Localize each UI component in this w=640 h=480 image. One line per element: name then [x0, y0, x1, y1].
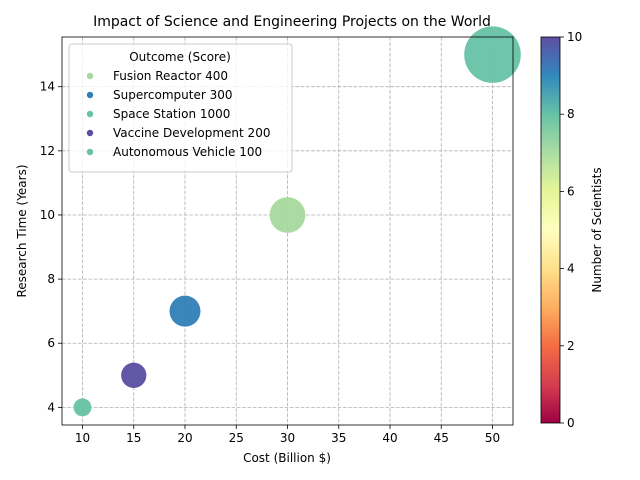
- data-point: [121, 362, 147, 388]
- y-tick-label: 10: [40, 208, 55, 222]
- legend-marker: [86, 129, 94, 137]
- colorbar: 0 2 4 6 8 10 Number of Scientists: [540, 30, 604, 430]
- x-tick-label: 10: [75, 431, 90, 445]
- x-tick-label: 35: [331, 431, 346, 445]
- legend-entry-label: Vaccine Development 200: [113, 126, 270, 140]
- legend: Outcome (Score) Fusion Reactor 400 Superc…: [68, 43, 293, 173]
- x-tick-label: 30: [280, 431, 295, 445]
- x-tick-label: 45: [434, 431, 449, 445]
- legend-entry-label: Supercomputer 300: [113, 88, 232, 102]
- x-tick-label: 20: [177, 431, 192, 445]
- legend-title: Outcome (Score): [129, 50, 231, 64]
- y-tick-label: 12: [40, 144, 55, 158]
- data-point: [464, 26, 521, 83]
- legend-entry-label: Fusion Reactor 400: [113, 69, 228, 83]
- x-ticks: 10 15 20 25 30 35 40 45 50: [75, 425, 500, 445]
- legend-entry-label: Autonomous Vehicle 100: [113, 145, 262, 159]
- colorbar-tick-label: 2: [567, 339, 575, 353]
- data-point: [169, 295, 201, 327]
- x-tick-label: 50: [485, 431, 500, 445]
- y-tick-label: 4: [47, 400, 55, 414]
- y-axis-label: Research Time (Years): [15, 164, 29, 297]
- data-point: [269, 197, 306, 233]
- colorbar-tick-label: 8: [567, 107, 575, 121]
- colorbar-tick-label: 0: [567, 416, 575, 430]
- y-tick-label: 14: [40, 80, 55, 94]
- legend-marker: [86, 148, 94, 156]
- data-points: [73, 26, 521, 417]
- legend-box: [68, 43, 293, 173]
- y-tick-label: 6: [47, 336, 55, 350]
- colorbar-label: Number of Scientists: [590, 167, 604, 292]
- x-tick-label: 25: [229, 431, 244, 445]
- y-tick-label: 8: [47, 272, 55, 286]
- x-tick-label: 40: [382, 431, 397, 445]
- colorbar-tick-label: 4: [567, 262, 575, 276]
- legend-marker: [86, 110, 94, 118]
- colorbar-tick-label: 6: [567, 184, 575, 198]
- data-point: [73, 398, 92, 417]
- colorbar-gradient: [540, 36, 561, 424]
- x-tick-label: 15: [126, 431, 141, 445]
- legend-entry-label: Space Station 1000: [113, 107, 230, 121]
- legend-marker: [86, 72, 94, 80]
- legend-marker: [86, 91, 94, 99]
- y-ticks: 4 6 8 10 12 14: [40, 80, 62, 414]
- colorbar-tick-label: 10: [567, 30, 582, 44]
- x-axis-label: Cost (Billion $): [243, 451, 331, 465]
- chart-title: Impact of Science and Engineering Projec…: [93, 14, 491, 30]
